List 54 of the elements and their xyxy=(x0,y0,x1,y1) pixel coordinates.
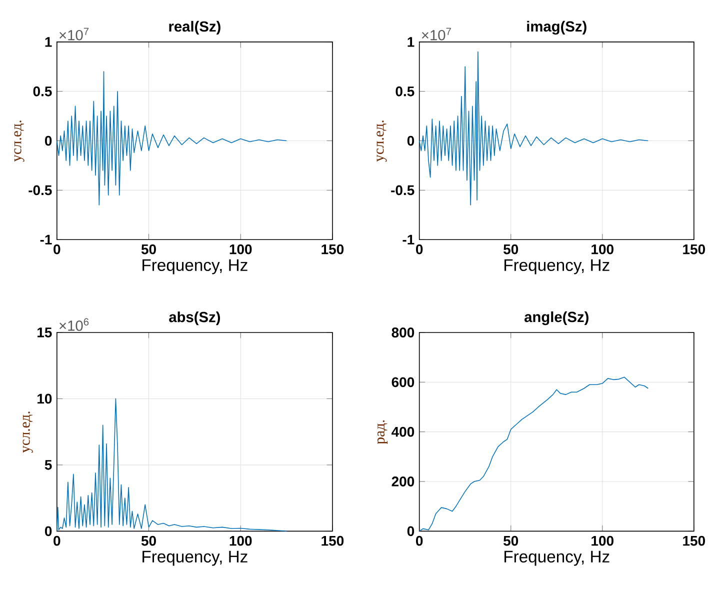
x-tick-label: 0 xyxy=(54,244,60,254)
x-tick-label: 100 xyxy=(592,536,614,546)
x-axis-title: Frequency, Hz xyxy=(504,550,610,566)
y-tick-label: -0.5 xyxy=(391,185,414,196)
y-tick-label: 0 xyxy=(44,136,52,146)
y-tick-label: 0.5 xyxy=(33,86,52,96)
y-axis-title: усл.ед. xyxy=(22,412,33,453)
x-axis-title: Frequency, Hz xyxy=(142,259,248,274)
y-axis-title: усл.ед. xyxy=(14,120,24,162)
x-tick-label: 150 xyxy=(683,244,705,254)
line-series xyxy=(56,71,287,206)
y-axis-title: рад. xyxy=(377,420,388,444)
chart-title: real(Sz) xyxy=(169,20,220,35)
x-tick-label: 100 xyxy=(592,244,614,254)
text: ×10$^{7}$ xyxy=(422,28,451,40)
text: ×10$^{7}$ xyxy=(60,28,89,40)
x-tick-label: 50 xyxy=(141,536,156,546)
y-tick-label: 5 xyxy=(44,460,52,470)
y-tick-label: -1 xyxy=(40,234,52,244)
x-tick-label: 0 xyxy=(416,536,423,546)
line-series xyxy=(56,398,287,532)
y-tick-label: 400 xyxy=(392,426,414,437)
y-tick-label: 200 xyxy=(392,476,414,486)
y-tick-label: 10 xyxy=(38,394,52,404)
x-tick-label: 150 xyxy=(683,536,705,546)
y-tick-label: -0.5 xyxy=(28,185,52,196)
x-tick-label: 0 xyxy=(416,244,423,254)
y-tick-label: 1 xyxy=(408,37,414,47)
chart-title: imag(Sz) xyxy=(527,20,586,35)
y-tick-label: 0 xyxy=(407,526,414,536)
y-tick-label: 600 xyxy=(392,377,414,388)
y-tick-label: 0 xyxy=(44,526,52,536)
x-tick-label: 150 xyxy=(322,244,344,254)
y-tick-label: 0 xyxy=(407,136,414,146)
y-axis-title: усл.ед. xyxy=(376,120,387,162)
x-axis-title: Frequency, Hz xyxy=(142,550,248,566)
y-tick-label: 15 xyxy=(38,328,52,338)
y-tick-label: 1 xyxy=(45,37,52,47)
x-tick-label: 100 xyxy=(230,244,252,254)
y-tick-label: 0.5 xyxy=(396,86,414,96)
x-tick-label: 50 xyxy=(141,244,156,254)
line-series xyxy=(418,376,649,532)
text: ×10$^{6}$ xyxy=(60,318,89,331)
y-tick-label: 800 xyxy=(392,328,414,338)
chart-title: abs(Sz) xyxy=(169,311,220,326)
line-series xyxy=(418,51,649,206)
chart-title: angle(Sz) xyxy=(524,311,588,326)
x-tick-label: 50 xyxy=(504,536,518,546)
x-tick-label: 100 xyxy=(230,536,252,546)
x-axis-title: Frequency, Hz xyxy=(504,259,610,274)
x-tick-label: 150 xyxy=(322,536,344,546)
y-tick-label: -1 xyxy=(402,234,414,244)
x-tick-label: 50 xyxy=(504,244,518,254)
x-tick-label: 0 xyxy=(54,536,60,546)
